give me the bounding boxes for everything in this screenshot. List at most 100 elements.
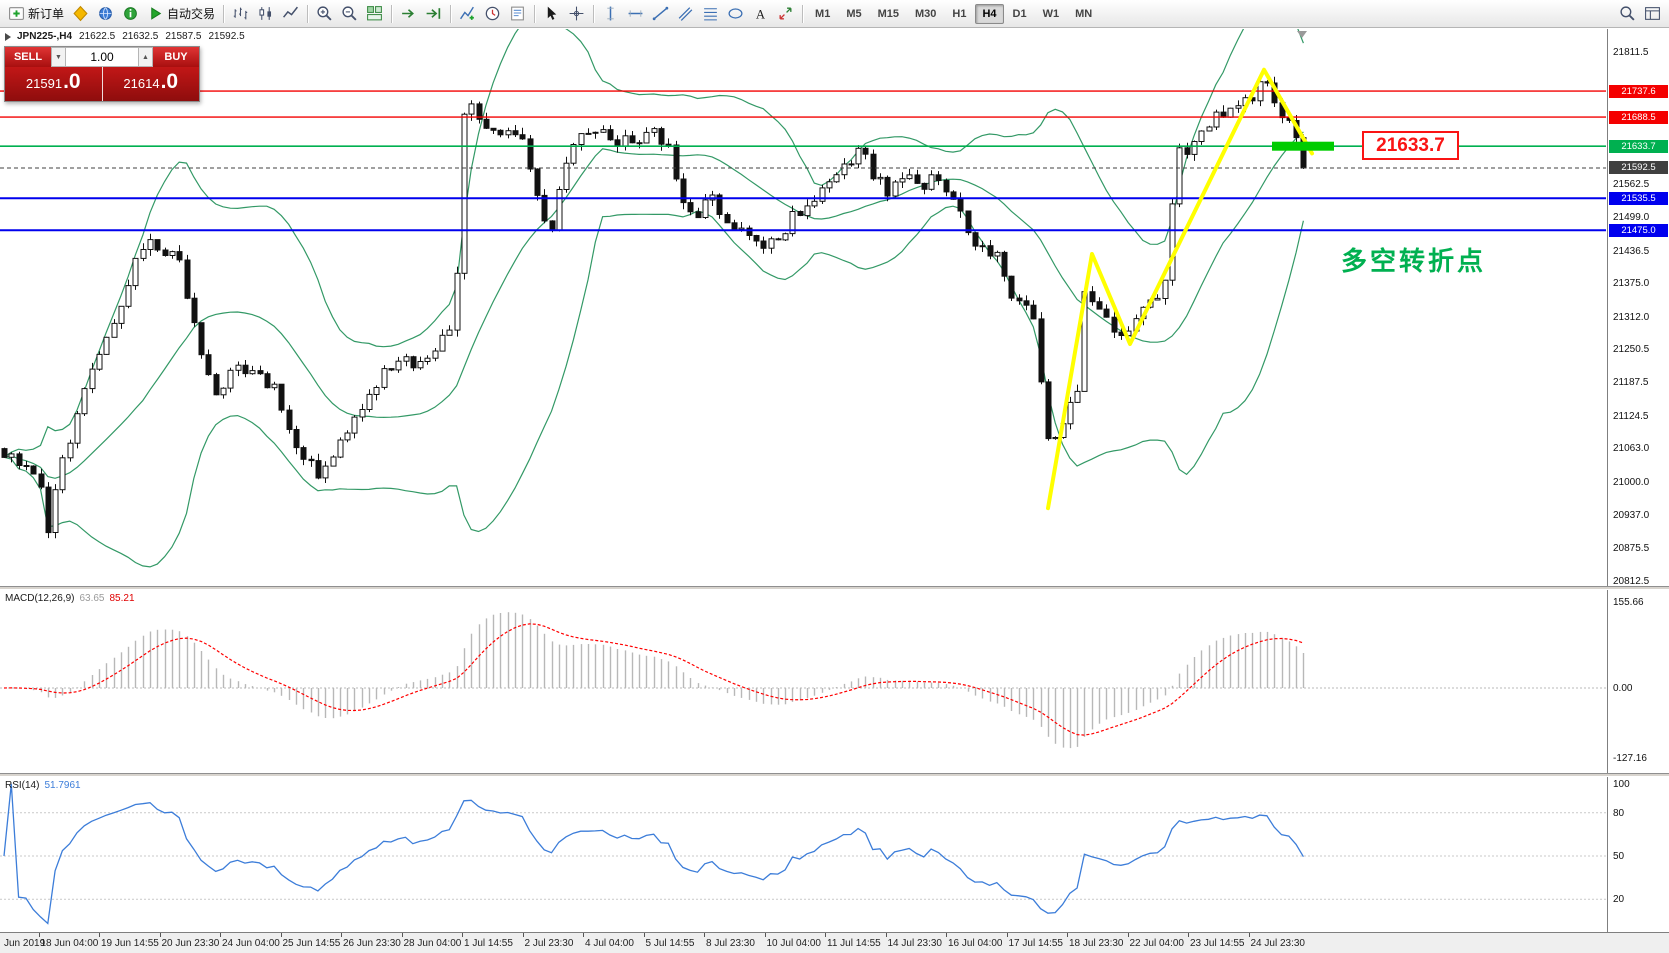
toolbar-separator <box>391 4 393 23</box>
trade-panel-prices: 21591 .0 21614 .0 <box>5 67 199 101</box>
candles-chart-button[interactable] <box>253 3 278 25</box>
workspace-button[interactable] <box>1640 3 1665 25</box>
price-axis[interactable]: 21811.5 21562.5 21499.0 21436.5 21375.0 21312… <box>1607 29 1669 932</box>
autotrading-button[interactable]: 自动交易 <box>143 3 219 25</box>
level-price-badge: 21535.5 <box>1609 191 1668 205</box>
time-tick <box>1248 933 1250 937</box>
timeframe-m5[interactable]: M5 <box>846 7 862 20</box>
price-axis-label: 21436.5 <box>1613 245 1650 257</box>
price-axis-label: 20812.5 <box>1613 576 1650 587</box>
rsi-value: 51.7961 <box>44 780 81 791</box>
arrows-icon <box>777 5 794 22</box>
one-click-collapse-toggle[interactable] <box>5 33 11 41</box>
timeframe-d1[interactable]: D1 <box>1012 7 1027 20</box>
rsi-axis-label: 80 <box>1613 807 1625 819</box>
zoom-out-button[interactable] <box>337 3 362 25</box>
search-button[interactable] <box>1615 3 1640 25</box>
macd-layer <box>0 612 1606 749</box>
symbol-info-bar: JPN225-,H4 21622.5 21632.5 21587.5 21592… <box>17 31 245 42</box>
timeframe-w1[interactable]: W1 <box>1042 7 1060 20</box>
auto-scroll-button[interactable] <box>396 3 421 25</box>
line-chart-button[interactable] <box>278 3 303 25</box>
zoom-in-button[interactable] <box>312 3 337 25</box>
periods-button[interactable] <box>480 3 505 25</box>
time-label: 19 Jun 14:55 <box>101 938 159 949</box>
time-label: 24 Jul 23:30 <box>1250 938 1306 949</box>
trendline-button[interactable] <box>648 3 673 25</box>
time-label: 11 Jul 14:55 <box>827 938 881 949</box>
indicators-button[interactable] <box>455 3 480 25</box>
macd-title: MACD(12,26,9) <box>5 593 75 604</box>
vline-icon <box>602 5 619 22</box>
time-label: 26 Jun 23:30 <box>343 938 401 949</box>
crosshair-button[interactable] <box>564 3 589 25</box>
level-highlight-bar[interactable] <box>1272 141 1334 151</box>
volume-input[interactable] <box>66 47 138 67</box>
tile-windows-button[interactable] <box>362 3 387 25</box>
macd-signal-line <box>3 623 1304 736</box>
template-icon <box>509 5 526 22</box>
time-axis[interactable]: Jun 2019 18 Jun 04:00 19 Jun 14:55 20 Jun 2… <box>0 932 1669 953</box>
timeframe-m30[interactable]: M30 <box>915 7 937 20</box>
price-axis-label: 21124.5 <box>1613 410 1649 422</box>
volume-up-button[interactable]: ▲ <box>138 47 153 67</box>
cursor-button[interactable] <box>539 3 564 25</box>
green-info-icon <box>122 5 139 22</box>
pane-divider-rsi[interactable] <box>0 773 1669 777</box>
buy-price-frac: .0 <box>160 70 179 93</box>
shapes-button[interactable] <box>723 3 748 25</box>
time-label: 16 Jul 04:00 <box>948 938 1003 949</box>
rsi-line <box>3 783 1304 925</box>
time-tick <box>583 933 584 937</box>
sell-price-button[interactable]: 21591 .0 <box>5 67 103 101</box>
rsi-pane[interactable] <box>0 777 1607 931</box>
chart-shift-marker <box>1297 31 1307 38</box>
time-tick <box>1188 933 1189 937</box>
templates-button[interactable] <box>505 3 530 25</box>
time-tick <box>1006 933 1008 937</box>
timeframe-h1[interactable]: H1 <box>952 7 967 20</box>
timeframe-h4[interactable]: H4 <box>975 3 1004 24</box>
crosshair-icon <box>568 5 585 22</box>
timeframe-m1[interactable]: M1 <box>815 7 831 20</box>
metaeditor-button[interactable] <box>68 3 93 25</box>
price-axis-label: 21063.0 <box>1613 443 1650 455</box>
sell-button[interactable]: SELL <box>5 47 51 67</box>
vertical-line-button[interactable] <box>598 3 623 25</box>
timeframe-m15[interactable]: M15 <box>877 7 899 20</box>
turning-point-annotation[interactable]: 多空转折点 <box>1341 246 1487 276</box>
market-watch-button[interactable] <box>93 3 118 25</box>
trendline-icon <box>652 5 669 22</box>
price-axis-label: 21312.0 <box>1613 311 1650 323</box>
macd-main-value: 63.65 <box>79 593 105 604</box>
time-tick <box>522 933 524 937</box>
time-tick <box>946 933 947 937</box>
data-window-button[interactable] <box>118 3 143 25</box>
pane-divider-macd[interactable] <box>0 586 1669 590</box>
time-tick <box>1127 933 1129 937</box>
macd-signal-value: 85.21 <box>109 593 135 604</box>
main-chart-pane[interactable] <box>0 29 1607 586</box>
time-label: 20 Jun 23:30 <box>161 938 220 949</box>
horizontal-line-button[interactable] <box>623 3 648 25</box>
buy-price-button[interactable]: 21614 .0 <box>102 67 199 101</box>
channel-button[interactable] <box>673 3 698 25</box>
bars-chart-button[interactable] <box>228 3 253 25</box>
text-button[interactable]: A <box>748 3 773 25</box>
fibonacci-button[interactable] <box>698 3 723 25</box>
rsi-label: RSI(14) 51.7961 <box>5 780 81 791</box>
chart-shift-button[interactable] <box>421 3 446 25</box>
macd-axis-label: 155.66 <box>1613 597 1644 608</box>
clock-icon <box>484 5 501 22</box>
macd-pane[interactable] <box>0 590 1607 773</box>
sell-price-int: 21591 <box>25 76 63 91</box>
volume-down-button[interactable]: ▼ <box>51 47 66 67</box>
zigzag-drawing[interactable] <box>1046 67 1314 511</box>
timeframe-mn[interactable]: MN <box>1075 7 1093 20</box>
arrows-button[interactable] <box>773 3 798 25</box>
new-order-button[interactable]: 新订单 <box>4 3 68 25</box>
time-label: 17 Jul 14:55 <box>1008 938 1064 949</box>
price-callout-box[interactable]: 21633.7 <box>1362 131 1459 160</box>
buy-button[interactable]: BUY <box>153 47 199 67</box>
toolbar-separator <box>802 4 804 23</box>
